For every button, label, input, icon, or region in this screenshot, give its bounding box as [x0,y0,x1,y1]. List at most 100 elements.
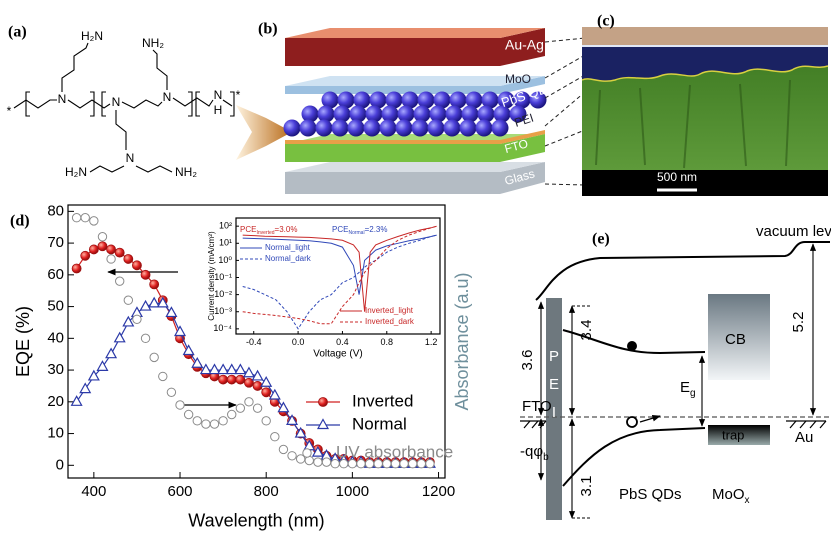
label: E [549,376,559,393]
label: Eg [680,379,696,399]
panel-label: (b) [258,21,278,38]
x-tick-label: 400 [81,483,106,500]
x-tick-label: 1200 [422,483,455,500]
y-tick-label: 10⁻² [214,289,232,299]
sem-image [582,27,828,196]
atom: * [236,88,241,102]
marker [141,270,150,279]
atom: N [112,95,121,109]
annotation-part: PCE [240,225,256,234]
atom: H₂N [81,29,103,43]
atom: N [58,92,67,106]
marker [124,296,132,304]
annotation-part: Normal [348,230,364,236]
marker [150,353,158,361]
marker [210,420,218,428]
atom: H [214,103,223,117]
atom: N [214,88,223,102]
quantum-dot [412,120,429,137]
legend-label: UV absorbance [336,442,453,461]
x-tick-label: 600 [168,483,193,500]
label: E [680,379,690,396]
marker [98,233,106,241]
energy: 3.4 [578,320,595,341]
quantum-dot [396,120,413,137]
annotation: PCENormal=2.3% [332,225,387,236]
molecule [14,43,234,172]
quantum-dot [492,120,509,137]
panel-label: (c) [597,13,615,30]
y-tick-label: 10¹ [219,238,232,248]
quantum-dot [476,120,493,137]
chart: -0.40.00.40.81.210⁻⁴10⁻³10⁻²10⁻¹10⁰10¹10… [207,218,440,360]
marker [149,298,159,307]
atom: * [7,104,12,118]
label: MoOx [712,486,750,506]
label: -qφb [520,443,549,463]
label: g [690,388,696,399]
marker [81,251,90,260]
y-axis-title: EQE (%) [13,306,33,377]
x-tick-label: 1000 [336,483,369,500]
x-tick-label: 0.8 [381,337,394,347]
panel-label: (a) [8,24,27,41]
atom: N [126,151,135,165]
marker [176,401,184,409]
marker [235,365,245,374]
y-tick-label: 30 [47,361,64,378]
y-tick-label: 20 [47,393,64,410]
y-tick-label: 0 [56,456,64,473]
marker [262,417,270,425]
legend-label: Normal_light [265,243,311,252]
marker [245,398,253,406]
y-axis-title: Current density (mA/cm²) [207,231,216,321]
marker [227,375,236,384]
marker [167,388,175,396]
marker [261,377,271,386]
x-tick-label: 1.2 [425,337,438,347]
energy: 5.2 [790,312,807,333]
x-tick-label: 800 [254,483,279,500]
y-tick-label: 40 [47,329,64,346]
x-tick-label: -0.4 [246,337,262,347]
legend-label: Inverted_dark [365,317,415,326]
legend-label: Normal_dark [265,254,312,263]
x-tick-label: 0.4 [336,337,349,347]
marker [322,458,330,466]
annotation-part: Inverted [256,230,274,236]
marker [202,420,210,428]
marker [89,245,98,254]
quantum-dot [428,120,445,137]
legend-label: Inverted_light [365,306,414,315]
annotation-part: PCE [332,225,348,234]
quantum-dot [460,120,477,137]
marker [201,365,211,374]
y-tick-label: 80 [47,202,64,219]
marker [193,417,201,425]
marker [124,254,133,263]
energy: 3.1 [578,476,595,497]
band-diagram [520,242,830,520]
quantum-dot [444,120,461,137]
marker [107,245,116,254]
marker [253,404,261,412]
marker [116,277,124,285]
quantum-dot [364,120,381,137]
y-tick-label: 50 [47,298,64,315]
marker [303,449,311,457]
atom: NH₂ [175,165,197,179]
x-tick-label: 0.0 [292,337,305,347]
marker [159,372,167,380]
marker [219,375,228,384]
quantum-dot [316,120,333,137]
y-tick-label: 70 [47,234,64,251]
marker [209,365,219,374]
arrow [236,105,292,160]
marker [318,420,328,429]
label: Au [795,429,813,446]
marker [184,410,192,418]
legend-label: Normal [352,414,407,433]
label: vacuum level [756,223,831,240]
annotation: PCEInverted=3.0% [240,225,297,236]
label: -qφ [520,443,543,460]
